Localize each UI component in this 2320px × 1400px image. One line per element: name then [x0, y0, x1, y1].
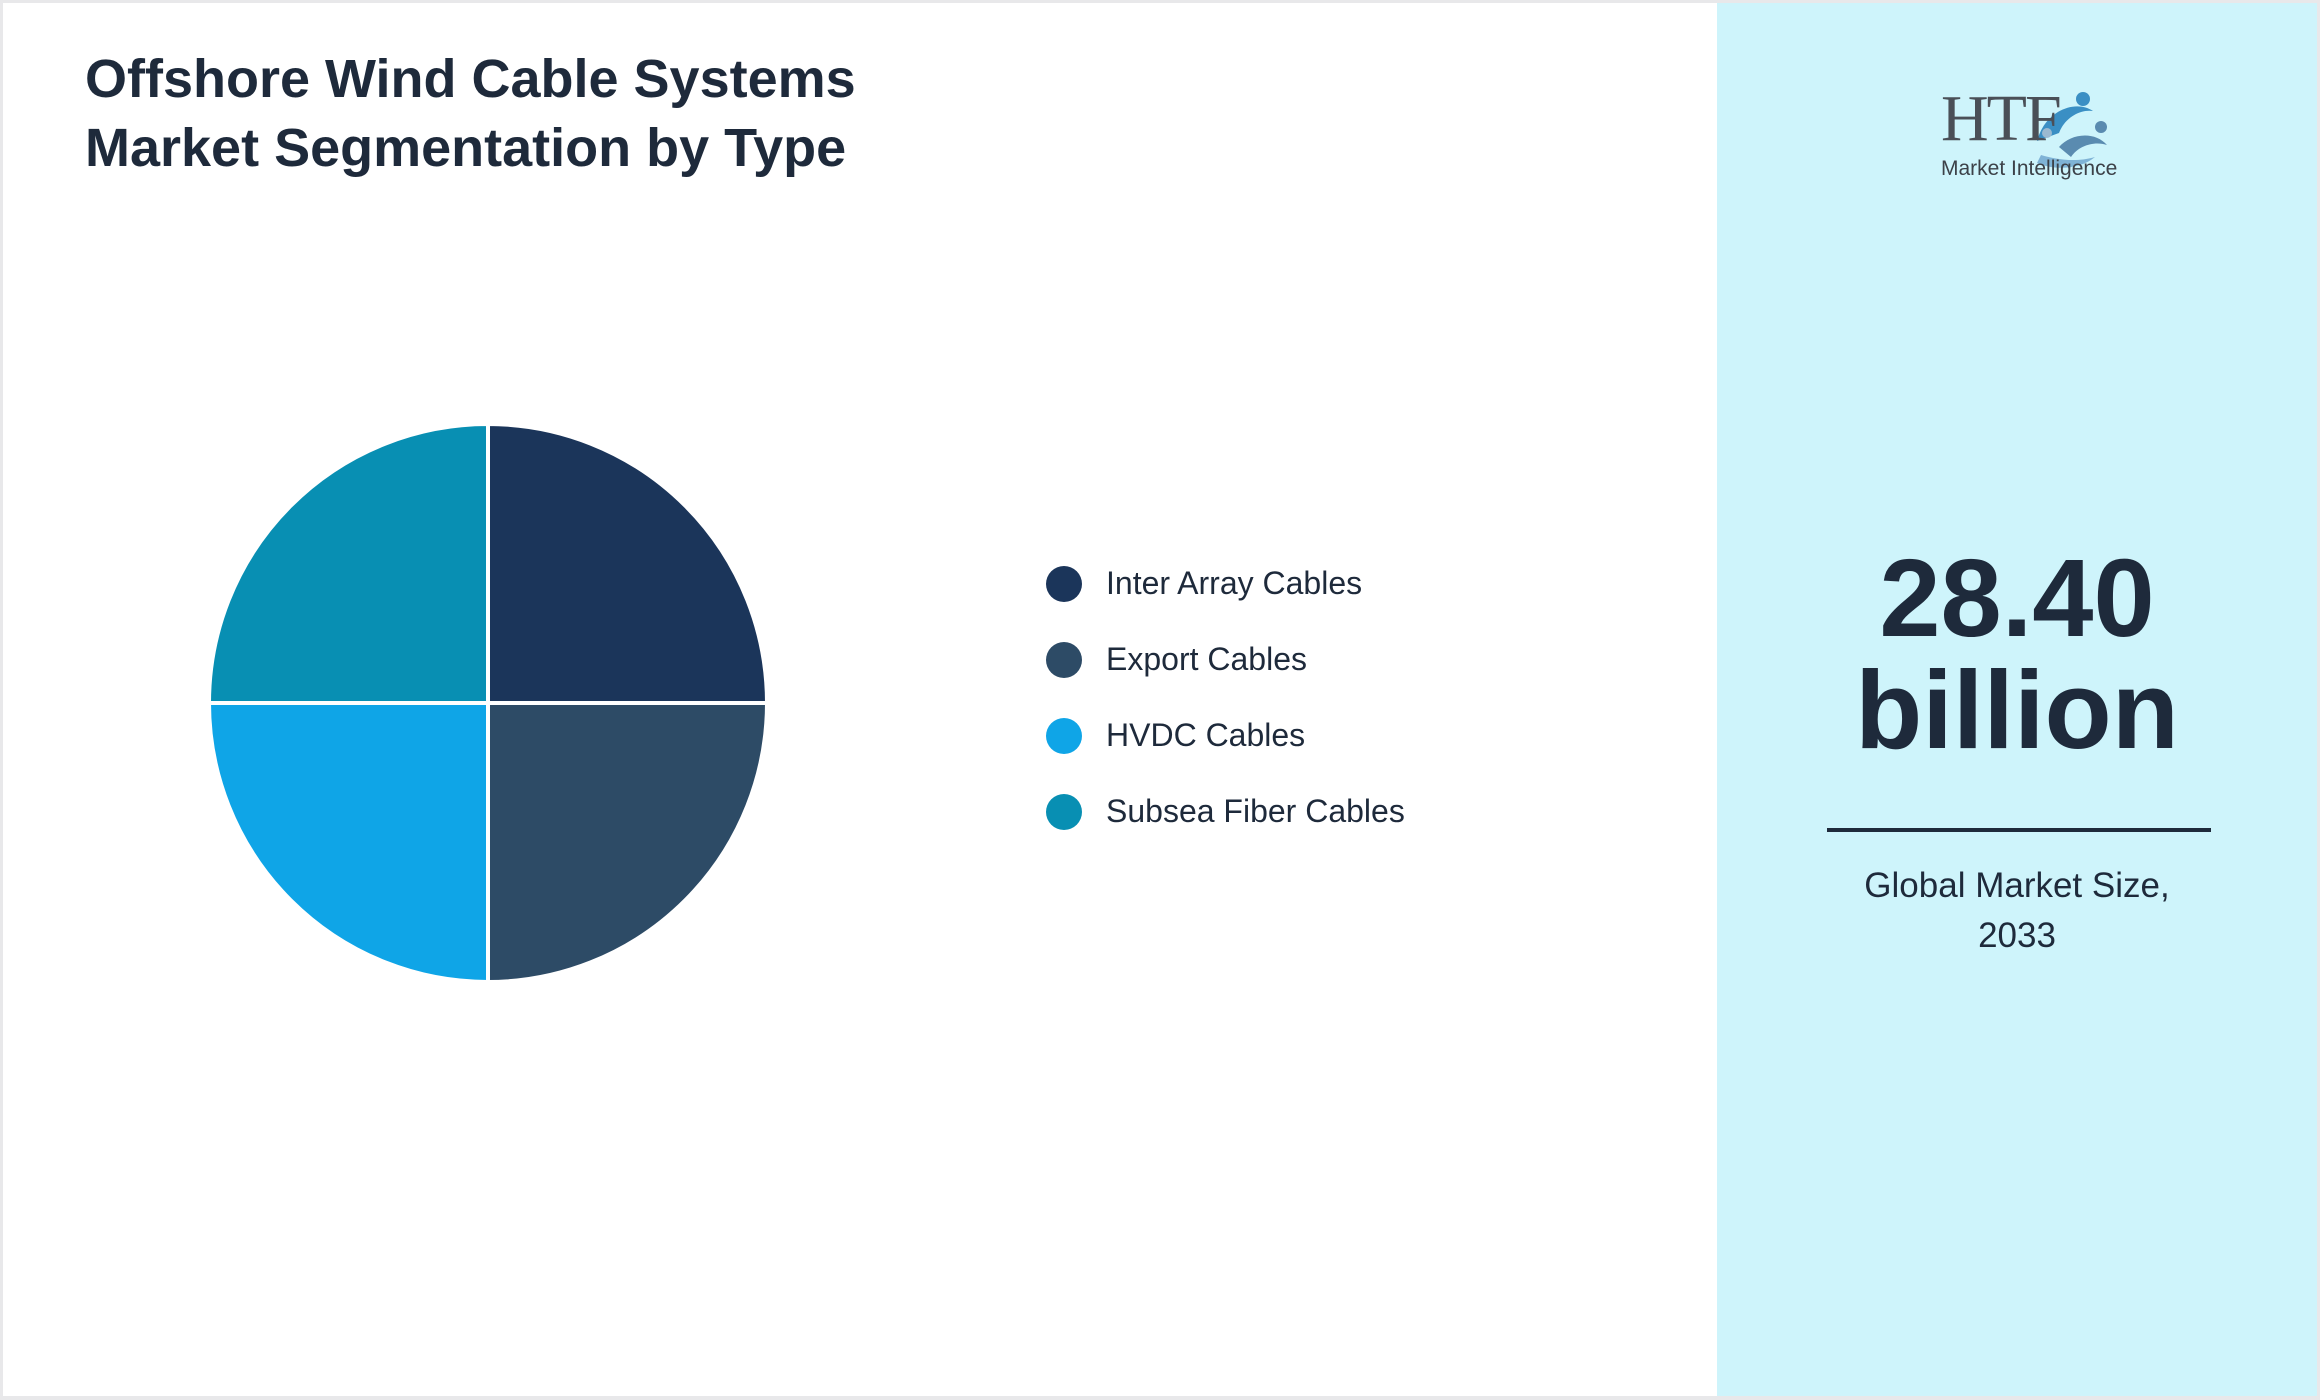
- legend-label: Export Cables: [1106, 641, 1307, 677]
- legend-swatch: [1046, 793, 1082, 830]
- chart-title-line-1: Offshore Wind Cable Systems: [85, 49, 856, 109]
- pie-slice-export-cables: [486, 701, 769, 984]
- market-size-caption: Global Market Size, 2033: [1717, 861, 2317, 961]
- pie-slice-hvdc-cables: [207, 701, 490, 984]
- caption-line-1: Global Market Size,: [1864, 866, 2170, 905]
- caption-line-2: 2033: [1978, 916, 2056, 955]
- legend-item-export-cables: Export Cables: [1046, 641, 1405, 678]
- report-card: Offshore Wind Cable Systems Market Segme…: [3, 3, 2317, 1396]
- market-size-number: 28.40: [1879, 537, 2155, 660]
- legend-item-inter-array-cables: Inter Array Cables: [1046, 565, 1405, 602]
- legend-label: Subsea Fiber Cables: [1106, 793, 1405, 829]
- market-size-unit: billion: [1855, 649, 2179, 772]
- chart-panel: Offshore Wind Cable Systems Market Segme…: [3, 3, 1717, 1396]
- legend-label: HVDC Cables: [1106, 717, 1306, 753]
- logo-brand-text: HTF: [1941, 82, 2062, 155]
- pie-slice-subsea-fiber-cables: [207, 422, 490, 705]
- divider: [1827, 828, 2211, 832]
- chart-legend: Inter Array Cables Export Cables HVDC Cabl…: [1046, 565, 1405, 869]
- chart-title: Offshore Wind Cable Systems Market Segme…: [85, 45, 1185, 183]
- market-size-value: 28.40 billion: [1717, 543, 2317, 767]
- htf-logo: HTF Market Intelligence: [1925, 81, 2118, 191]
- legend-item-subsea-fiber-cables: Subsea Fiber Cables: [1046, 793, 1405, 830]
- market-size-panel: HTF Market Intelligence 28.40 billion Gl…: [1717, 3, 2317, 1396]
- legend-label: Inter Array Cables: [1106, 565, 1363, 601]
- chart-title-line-2: Market Segmentation by Type: [85, 118, 847, 178]
- logo-tagline: Market Intelligence: [1941, 157, 2118, 180]
- legend-swatch: [1046, 641, 1082, 678]
- legend-swatch: [1046, 717, 1082, 754]
- logo-emblem-icon: [2037, 92, 2107, 168]
- legend-swatch: [1046, 565, 1082, 602]
- legend-item-hvdc-cables: HVDC Cables: [1046, 717, 1405, 754]
- pie-slice-inter-array-cables: [486, 422, 769, 705]
- pie-chart: [207, 422, 769, 984]
